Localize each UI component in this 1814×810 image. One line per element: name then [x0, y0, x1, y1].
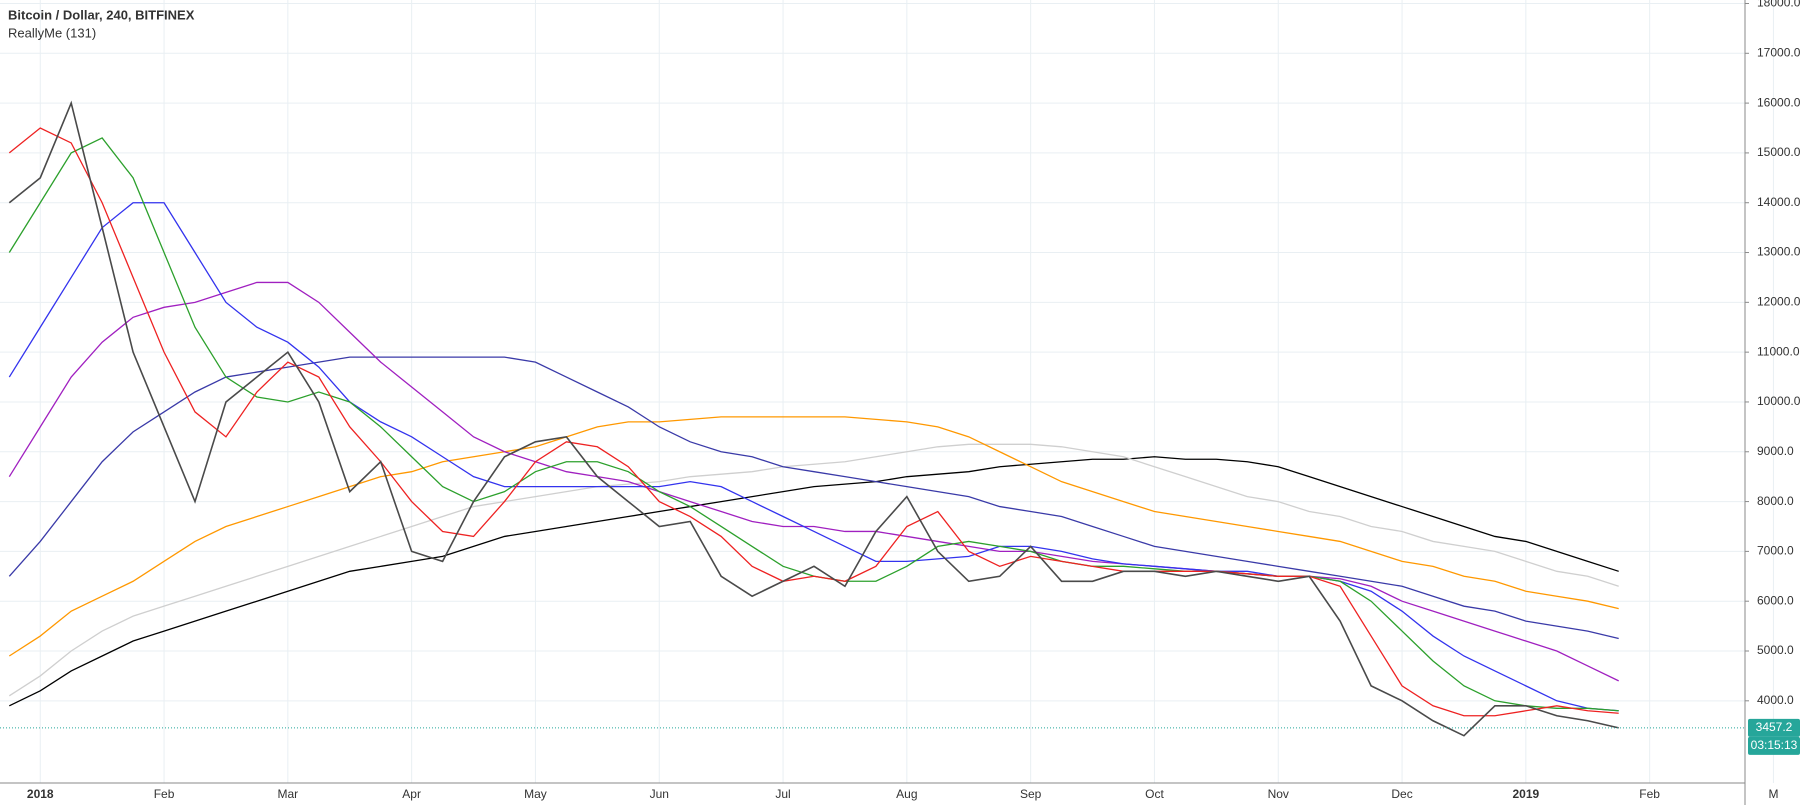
series-line — [8, 127, 1619, 717]
y-tick-label: 5000.0 — [1757, 643, 1794, 657]
chart-title: Bitcoin / Dollar, 240, BITFINEX — [8, 7, 195, 22]
x-tick-label: Jul — [775, 787, 790, 801]
last-price-box — [1748, 718, 1800, 737]
x-tick-label: Mar — [278, 787, 299, 801]
y-tick-label: 12000.0 — [1757, 295, 1801, 309]
y-tick-label: 13000.0 — [1757, 245, 1801, 259]
y-tick-label: 8000.0 — [1757, 494, 1794, 508]
x-tick-label: Dec — [1391, 787, 1412, 801]
series-line — [8, 356, 1619, 640]
y-tick-label: 6000.0 — [1757, 593, 1794, 607]
series-line — [8, 443, 1619, 697]
y-tick-label: 7000.0 — [1757, 544, 1794, 558]
x-tick-label: Jun — [650, 787, 669, 801]
y-tick-label: 15000.0 — [1757, 145, 1801, 159]
series-line — [8, 416, 1619, 657]
series-line — [8, 202, 1619, 712]
series-line — [8, 281, 1619, 682]
y-tick-label: 11000.0 — [1757, 344, 1800, 358]
y-tick-label: 10000.0 — [1757, 394, 1801, 408]
countdown-label: 03:15:13 — [1751, 738, 1798, 752]
x-tick-label: Feb — [154, 787, 175, 801]
x-tick-label: Apr — [402, 787, 421, 801]
x-tick-label: May — [524, 787, 547, 801]
x-tick-label: Feb — [1639, 787, 1660, 801]
x-tick-label: Sep — [1020, 787, 1042, 801]
x-tick-label: Oct — [1145, 787, 1164, 801]
x-tick-label: Aug — [896, 787, 917, 801]
indicator-name: ReallyMe (131) — [8, 25, 96, 40]
x-tick-label: 2019 — [1512, 787, 1539, 801]
series-line — [8, 100, 1619, 737]
countdown-box — [1748, 736, 1800, 755]
series-line — [9, 456, 1619, 707]
x-tick-label: Nov — [1268, 787, 1289, 801]
y-tick-label: 18000.0 — [1757, 0, 1801, 10]
x-tick-label: 2018 — [27, 787, 54, 801]
y-tick-label: 17000.0 — [1757, 45, 1801, 59]
y-tick-label: 4000.0 — [1757, 693, 1794, 707]
last-price-label: 3457.2 — [1756, 720, 1793, 734]
y-tick-label: 14000.0 — [1757, 195, 1801, 209]
grid — [0, 0, 1774, 783]
y-tick-label: 9000.0 — [1757, 444, 1794, 458]
labels: 4000.0 5000.0 6000.0 7000.0 8000.0 9000.0 1000… — [27, 0, 1801, 801]
plot-lines — [0, 100, 1745, 737]
x-tick-label: M — [1768, 787, 1778, 801]
y-tick-label: 16000.0 — [1757, 95, 1801, 109]
